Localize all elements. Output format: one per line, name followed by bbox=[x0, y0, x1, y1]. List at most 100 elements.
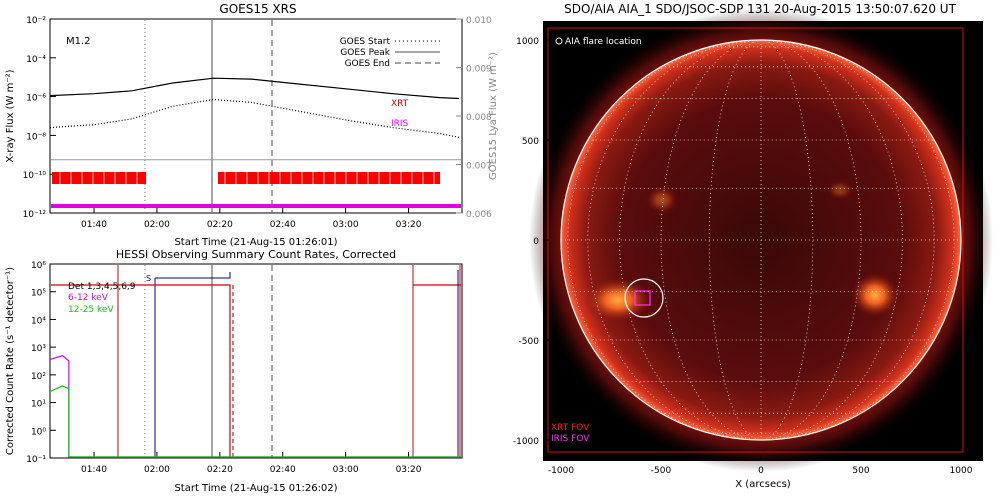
heliographic-grid bbox=[561, 40, 961, 440]
goes-y-tick-label: 10⁻¹² bbox=[23, 210, 47, 220]
longitude-line bbox=[587, 40, 762, 440]
goes-y-tick-label: 10⁻¹⁰ bbox=[23, 171, 47, 181]
xrt-coverage-block-2 bbox=[218, 172, 440, 184]
xrt-label: XRT bbox=[391, 99, 409, 109]
xrt-coverage-bars bbox=[52, 172, 440, 184]
goes-y-tick-label: 10⁻² bbox=[26, 16, 46, 26]
xrt-coverage-block-1 bbox=[52, 172, 146, 184]
hessi-y-label: Corrected Count Rate (s⁻¹ detector⁻¹) bbox=[5, 267, 16, 455]
hessi-axes-frame bbox=[49, 263, 463, 459]
hessi-blue-segment bbox=[155, 272, 231, 279]
hessi-panel: HESSI Observing Summary Count Rates, Cor… bbox=[5, 248, 463, 494]
goes-y2-tick-label: 0.008 bbox=[466, 113, 492, 123]
hessi-legend: Det 1,3,4,5,6,9 6-12 keV 12-25 keV bbox=[68, 282, 136, 315]
flare-active-region bbox=[584, 278, 652, 322]
aia-y-tick-label: 500 bbox=[522, 137, 539, 147]
iris-label: IRIS bbox=[391, 119, 409, 129]
legend-goes-end: GOES End bbox=[345, 59, 390, 69]
aia-x-tick-label: 1000 bbox=[950, 466, 973, 476]
bright-patch-2 bbox=[826, 180, 854, 200]
hessi-x-tick-label: 03:00 bbox=[333, 465, 359, 475]
hessi-x-label: Start Time (21-Aug-15 01:26:02) bbox=[174, 483, 337, 494]
hessi-y-tick-label: 10⁶ bbox=[31, 261, 46, 271]
aia-panel: SDO/AIA AIA_1 SDO/JSOC-SDP 131 20-Aug-20… bbox=[513, 2, 993, 490]
solar-surface-features bbox=[561, 40, 961, 440]
hessi-red-segment bbox=[51, 284, 231, 457]
legend-goes-peak: GOES Peak bbox=[340, 48, 390, 58]
goes-x-tick-label: 02:00 bbox=[144, 220, 170, 230]
aia-y-tick-label: -500 bbox=[519, 337, 540, 347]
goes-y2-label: GOES15 Lya Flux (W m⁻²) bbox=[488, 52, 499, 180]
aia-y-tick-label: -1000 bbox=[513, 437, 539, 447]
aia-x-tick-label: 500 bbox=[852, 466, 869, 476]
east-active-region bbox=[851, 273, 899, 317]
goes-x-label: Start Time (21-Aug-15 01:26:01) bbox=[174, 237, 337, 248]
iris-coverage-bar bbox=[51, 204, 461, 208]
longitude-line bbox=[760, 40, 903, 440]
hessi-legend-12-25: 12-25 keV bbox=[68, 305, 114, 315]
hessi-x-tick-label: 02:20 bbox=[207, 465, 233, 475]
goes-y-label: X-ray Flux (W m⁻²) bbox=[5, 69, 16, 162]
longitude-line bbox=[619, 40, 762, 440]
longitude-line bbox=[760, 40, 935, 440]
longitude-line bbox=[760, 40, 955, 440]
hessi-y-tick-label: 10⁴ bbox=[31, 316, 46, 326]
goes-y2-tick-label: 0.010 bbox=[466, 16, 492, 26]
aia-x-tick-label: 0 bbox=[758, 466, 764, 476]
aia-y-tick-label: 0 bbox=[533, 237, 539, 247]
goes-y-tick-label: 10⁻⁴ bbox=[26, 55, 46, 65]
hessi-y-tick-label: 10⁻¹ bbox=[26, 455, 46, 465]
hessi-legend-6-12: 6-12 keV bbox=[68, 293, 109, 303]
goes-y2-tick-label: 0.009 bbox=[466, 65, 492, 75]
hessi-y-tick-label: 10³ bbox=[31, 344, 46, 354]
hessi-y-tick-label: 10⁰ bbox=[31, 427, 46, 437]
goes-short-channel-line bbox=[49, 98, 459, 138]
hessi-x-tick-label: 02:40 bbox=[270, 465, 296, 475]
goes-y-tick-label: 10⁻⁶ bbox=[26, 94, 46, 104]
hessi-y-axis: 10⁶ 10⁵ 10⁴ 10³ 10² 10¹ 10⁰ 10⁻¹ bbox=[26, 261, 56, 465]
xrt-fov-label: XRT FOV bbox=[551, 423, 590, 433]
hessi-x-axis: 01:40 02:00 02:20 02:40 03:00 03:20 bbox=[81, 452, 422, 475]
goes-y-tick-label: 10⁻⁸ bbox=[26, 132, 46, 142]
goes-x-tick-label: 01:40 bbox=[81, 220, 107, 230]
longitude-line bbox=[567, 40, 762, 440]
goes-x-tick-label: 02:40 bbox=[270, 220, 296, 230]
aia-y-axis: 1000 500 0 -500 -1000 bbox=[513, 37, 549, 447]
hessi-y-tick-label: 10⁵ bbox=[31, 289, 46, 299]
aia-x-label: X (arcsecs) bbox=[735, 479, 791, 490]
legend-goes-start: GOES Start bbox=[340, 37, 391, 47]
aia-y-tick-label: 1000 bbox=[516, 37, 539, 47]
goes-title: GOES15 XRS bbox=[219, 2, 296, 16]
aia-x-tick-label: -1000 bbox=[548, 466, 574, 476]
hessi-6-12-line bbox=[49, 354, 461, 458]
hessi-y-tick-label: 10¹ bbox=[31, 400, 46, 410]
goes-panel: GOES15 XRS 10⁻² 10⁻⁴ 10⁻⁶ 10⁻⁸ 10⁻¹⁰ 10⁻¹² 0.… bbox=[5, 2, 499, 248]
hessi-legend-det: Det 1,3,4,5,6,9 bbox=[68, 282, 136, 292]
iris-fov-label: IRIS FOV bbox=[551, 434, 590, 444]
aia-flare-location-marker bbox=[624, 278, 664, 318]
hessi-x-tick-label: 01:40 bbox=[81, 465, 107, 475]
goes-long-channel-line bbox=[49, 77, 459, 100]
hessi-x-tick-label: 02:00 bbox=[144, 465, 170, 475]
goes-y2-tick-label: 0.006 bbox=[466, 210, 492, 220]
hessi-title: HESSI Observing Summary Count Rates, Cor… bbox=[116, 248, 396, 261]
bright-patch-1 bbox=[646, 186, 678, 214]
goes-x-tick-label: 02:20 bbox=[207, 220, 233, 230]
goes-x-axis: 01:40 02:00 02:20 02:40 03:00 03:20 bbox=[81, 207, 422, 230]
flare-class-label: M1.2 bbox=[66, 36, 91, 47]
goes-legend: GOES Start GOES Peak GOES End bbox=[340, 37, 440, 69]
goes-y2-tick-label: 0.007 bbox=[466, 162, 492, 172]
goes-y-axis: 10⁻² 10⁻⁴ 10⁻⁶ 10⁻⁸ 10⁻¹⁰ 10⁻¹² bbox=[23, 16, 56, 220]
aia-x-axis: -1000 -500 0 500 1000 bbox=[548, 455, 973, 476]
solar-limb bbox=[560, 39, 962, 441]
hessi-x-tick-label: 03:20 bbox=[396, 465, 422, 475]
hessi-s-marker: S bbox=[146, 274, 151, 283]
aia-annotation: AIA flare location bbox=[565, 37, 642, 47]
annotation-circle-icon bbox=[555, 37, 563, 45]
goes-y2-axis: 0.010 0.009 0.008 0.007 0.006 bbox=[456, 16, 492, 220]
aia-x-tick-label: -500 bbox=[651, 466, 672, 476]
goes-x-tick-label: 03:20 bbox=[396, 220, 422, 230]
goes-x-tick-label: 03:00 bbox=[333, 220, 359, 230]
iris-fov-box bbox=[634, 290, 651, 306]
